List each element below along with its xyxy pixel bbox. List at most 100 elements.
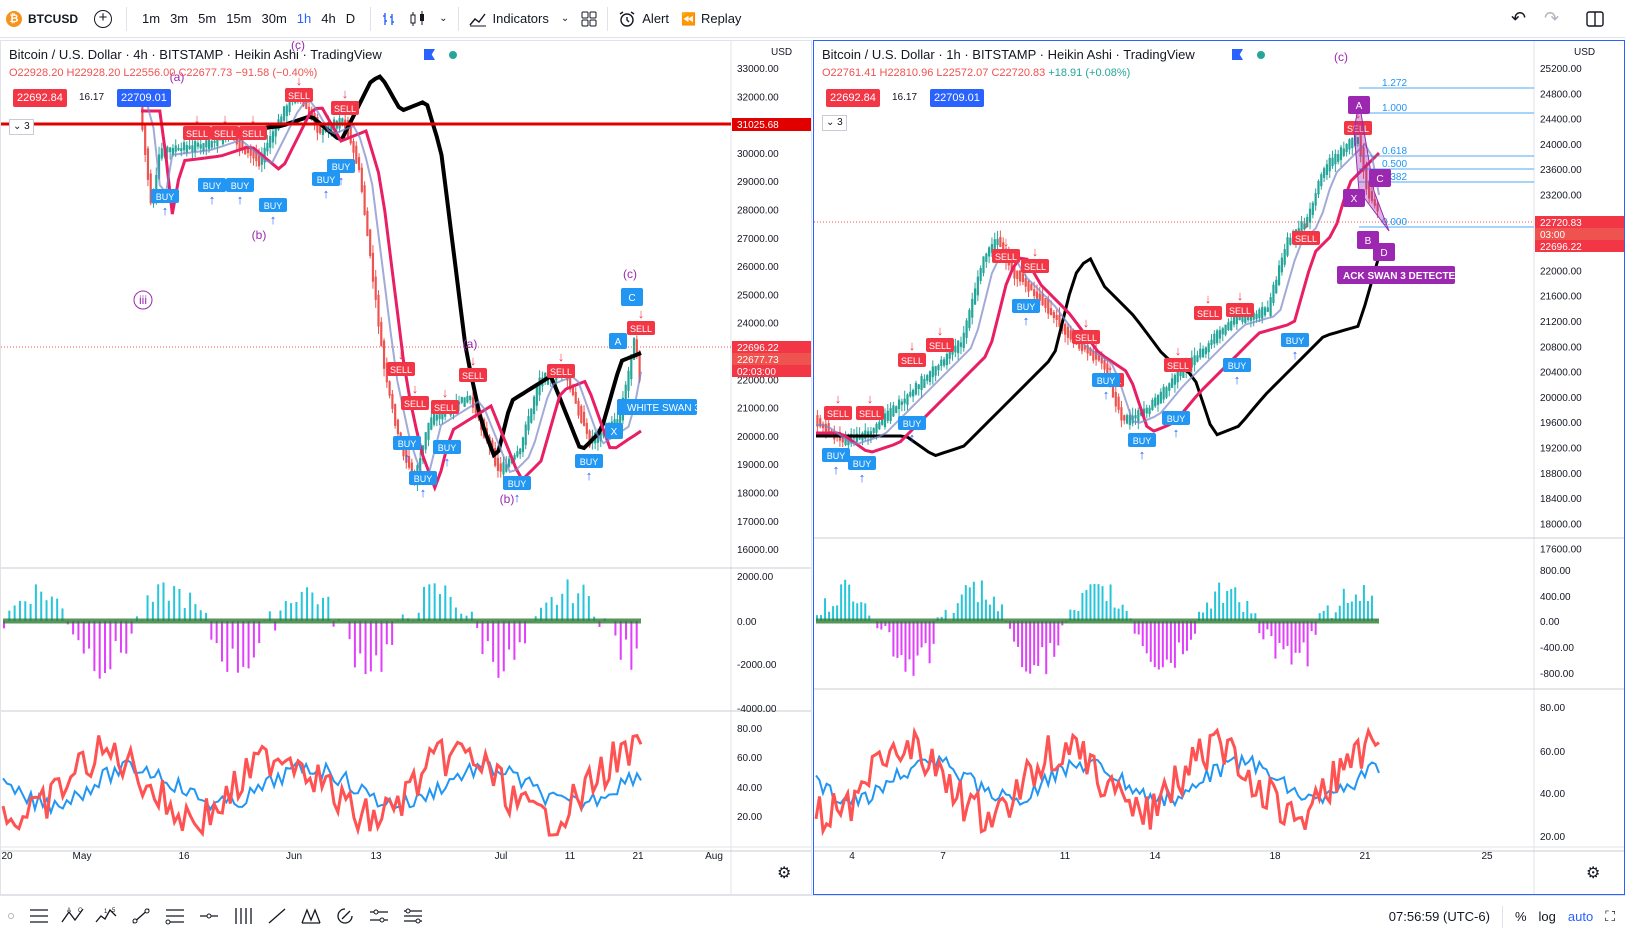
price-tick: 19000.00 <box>737 460 779 471</box>
collapse-indicators-button[interactable]: ⌄ 3 <box>822 115 847 131</box>
candle <box>189 146 191 149</box>
oscillator-bar <box>115 621 117 641</box>
currency-label[interactable]: USD <box>1574 47 1595 58</box>
flag-icon[interactable] <box>424 49 435 60</box>
time-tick: May <box>73 851 92 862</box>
settings-gear-icon[interactable]: ⚙ <box>777 863 791 883</box>
oscillator-bar <box>56 599 58 621</box>
timeframe-3m[interactable]: 3m <box>165 11 193 26</box>
trend-line-tool-icon[interactable] <box>124 900 158 932</box>
oscillator-bar <box>482 621 484 654</box>
templates-button[interactable] <box>575 0 603 38</box>
vertical-lines-tool-icon[interactable] <box>226 900 260 932</box>
fib-retracement-tool-icon[interactable] <box>158 900 192 932</box>
candle <box>575 392 577 404</box>
oscillator-bar <box>147 595 149 621</box>
ray-tool-icon[interactable] <box>260 900 294 932</box>
undo-button[interactable]: ↶ <box>1505 0 1532 38</box>
up-arrow-icon: ↑ <box>237 192 244 207</box>
clock-label[interactable]: 07:56:59 (UTC-6) <box>1389 909 1490 924</box>
candle <box>1329 158 1331 171</box>
candle <box>536 386 538 405</box>
buy-signal-label: BUY <box>203 181 222 191</box>
bitcoin-icon: ₿ <box>6 11 22 27</box>
indicator-count: 3 <box>837 117 843 128</box>
oscillator-bar <box>51 597 53 621</box>
oscillator-bar <box>583 585 585 621</box>
sell-signal-label: SELL <box>214 129 236 139</box>
sell-price-button[interactable]: 22692.84 <box>13 89 67 107</box>
parallel-channel-tool-icon[interactable] <box>362 900 396 932</box>
cycle-tool-icon[interactable] <box>328 900 362 932</box>
currency-label[interactable]: USD <box>771 47 792 58</box>
chart-pane-left[interactable]: 33000.0032000.0031000.0030000.0029000.00… <box>0 40 812 895</box>
buy-signal-label: BUY <box>853 459 872 469</box>
collapse-indicators-button[interactable]: ⌄ 3 <box>9 119 34 135</box>
oscillator-bar <box>24 601 26 621</box>
candle <box>200 144 202 148</box>
candle <box>194 141 196 152</box>
oscillator-bar <box>965 585 967 621</box>
timeframe-15m[interactable]: 15m <box>221 11 256 26</box>
replay-button[interactable]: ⏪ Replay <box>675 0 747 38</box>
symbol-search[interactable]: ₿ BTCUSD <box>0 0 84 38</box>
toolbar-divider <box>1502 906 1503 928</box>
candle <box>516 451 518 456</box>
candle <box>1317 181 1319 194</box>
candle <box>283 106 285 120</box>
chart-title-icons <box>424 49 457 60</box>
candle-style-button[interactable]: ⌄ <box>403 0 453 38</box>
alert-button[interactable]: Alert <box>612 0 675 38</box>
oscillator-bar <box>519 621 521 642</box>
layout-button[interactable] <box>1580 0 1610 38</box>
timeframe-1h[interactable]: 1h <box>292 11 316 26</box>
candle <box>1348 139 1350 149</box>
down-arrow-icon: ↓ <box>1003 234 1010 249</box>
buy-price-button[interactable]: 22709.01 <box>117 89 171 107</box>
oscillator-bar <box>1033 621 1035 665</box>
oscillator-bar <box>577 593 579 621</box>
indicators-button[interactable]: Indicators ⌄ <box>463 0 576 38</box>
candle <box>1216 330 1218 343</box>
horizontal-lines-tool-icon[interactable] <box>22 900 56 932</box>
oscillator-tick: 0.00 <box>1540 617 1560 628</box>
expand-icon[interactable] <box>0 900 22 932</box>
percent-scale-toggle[interactable]: % <box>1515 909 1527 924</box>
oscillator-bar <box>1295 621 1297 653</box>
sell-price-button[interactable]: 22692.84 <box>826 89 880 107</box>
flag-icon[interactable] <box>1232 49 1243 60</box>
xabcd-pattern-tool-icon[interactable] <box>294 900 328 932</box>
toolbar-divider <box>458 7 459 31</box>
candle <box>1163 387 1165 400</box>
oscillator-bar <box>925 621 927 643</box>
bar-style-button[interactable] <box>375 0 403 38</box>
log-scale-toggle[interactable]: log <box>1539 909 1556 924</box>
timeframe-5m[interactable]: 5m <box>193 11 221 26</box>
timeframe-d[interactable]: D <box>341 11 360 26</box>
redo-button[interactable]: ↷ <box>1538 0 1565 38</box>
up-arrow-icon: ↑ <box>270 212 277 227</box>
buy-signal-label: BUY <box>438 443 457 453</box>
candle <box>1064 324 1066 335</box>
oscillator-bar <box>258 621 260 643</box>
candle <box>994 239 996 249</box>
auto-scale-toggle[interactable]: auto <box>1568 909 1593 924</box>
fullscreen-icon[interactable]: ⛶ <box>1605 908 1615 925</box>
oscillator-bar <box>487 621 489 641</box>
timeframe-1m[interactable]: 1m <box>137 11 165 26</box>
settings-gear-icon[interactable]: ⚙ <box>1586 863 1600 883</box>
chart-canvas-right[interactable]: 25200.0024800.0024400.0024000.0023600.00… <box>814 41 1625 895</box>
timeframe-30m[interactable]: 30m <box>256 11 291 26</box>
timeframe-4h[interactable]: 4h <box>316 11 340 26</box>
compare-button[interactable]: + <box>84 0 122 38</box>
buy-price-button[interactable]: 22709.01 <box>930 89 984 107</box>
range-tool-icon[interactable] <box>396 900 430 932</box>
oscillator-bar <box>1174 621 1176 668</box>
replay-label: Replay <box>701 11 741 26</box>
oscillator-bar <box>237 621 239 673</box>
chart-canvas-left[interactable]: 33000.0032000.0031000.0030000.0029000.00… <box>1 41 812 895</box>
horizontal-line-tool-icon[interactable] <box>192 900 226 932</box>
